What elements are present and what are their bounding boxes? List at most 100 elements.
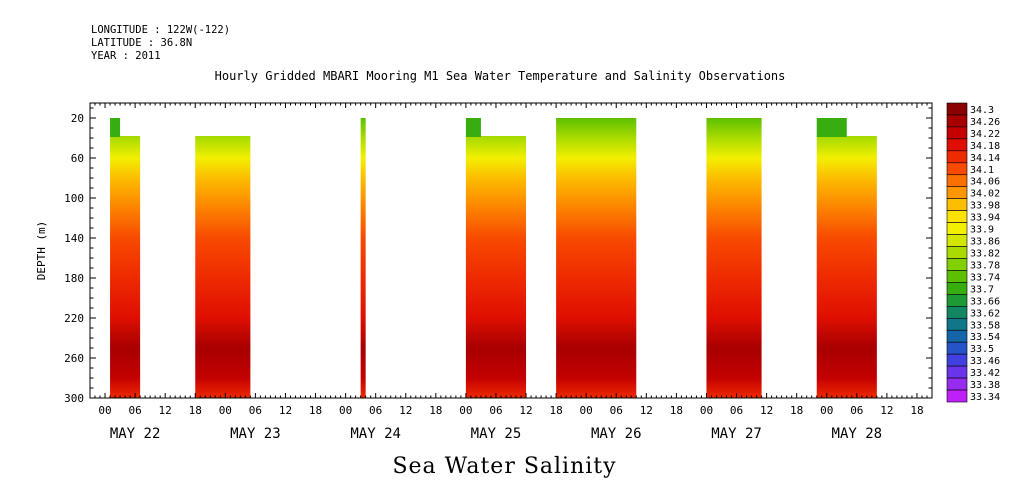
colorbar-swatch — [946, 389, 968, 403]
x-hour-label: 06 — [369, 404, 382, 417]
x-hour-label: 12 — [640, 404, 653, 417]
x-hour-label: 12 — [880, 404, 893, 417]
colorbar-swatch — [946, 317, 968, 331]
x-hour-label: 06 — [850, 404, 863, 417]
y-axis-label: DEPTH (m) — [35, 221, 48, 281]
colorbar-label: 34.18 — [970, 141, 1000, 152]
y-tick-label: 100 — [64, 192, 84, 205]
colorbar-label: 33.62 — [970, 308, 1000, 319]
colorbar-label: 33.7 — [970, 284, 994, 295]
colorbar-label: 34.1 — [970, 165, 994, 176]
colorbar-label: 33.78 — [970, 260, 1000, 271]
x-hour-label: 18 — [189, 404, 202, 417]
x-axis: 00 06 12 18 00 06 12 18 00 06 12 18 00 06 12 18 00 06 12 18… — [89, 103, 933, 442]
segment-top-mask — [359, 103, 367, 118]
colorbar-label: 33.54 — [970, 332, 1000, 343]
x-hour-label: 18 — [309, 404, 322, 417]
colorbar-label: 33.5 — [970, 344, 994, 355]
x-hour-label: 12 — [279, 404, 292, 417]
x-hour-label: 00 — [219, 404, 232, 417]
colorbar-label: 33.82 — [970, 249, 1000, 260]
y-tick-label: 20 — [71, 112, 84, 125]
colorbar-label: 33.38 — [970, 380, 1000, 391]
chart-title: Hourly Gridded MBARI Mooring M1 Sea Wate… — [214, 69, 786, 83]
x-hour-label: 00 — [459, 404, 472, 417]
colorbar-label: 33.94 — [970, 213, 1000, 224]
colorbar-label: 33.86 — [970, 237, 1000, 248]
x-day-label: MAY 27 — [711, 426, 762, 442]
x-hour-label: 00 — [98, 404, 111, 417]
x-day-label: MAY 22 — [110, 426, 161, 442]
x-hour-label: 18 — [910, 404, 923, 417]
colorbar-swatch — [946, 150, 968, 164]
data-segment-cap — [465, 118, 481, 137]
colorbar-swatch — [946, 258, 968, 271]
x-hour-label: 06 — [489, 404, 502, 417]
data-segment-cap — [816, 118, 847, 137]
segment-top-mask — [194, 103, 252, 136]
colorbar-label: 33.98 — [970, 201, 1000, 212]
colorbar-label: 33.46 — [970, 356, 1000, 367]
colorbar-label: 33.66 — [970, 296, 1000, 307]
data-segment-cap — [110, 118, 121, 137]
x-day-label: MAY 24 — [350, 426, 401, 442]
y-tick-label: 60 — [71, 152, 84, 165]
x-hour-label: 18 — [549, 404, 562, 417]
x-day-label: MAY 25 — [471, 426, 522, 442]
colorbar-swatch — [946, 365, 968, 379]
colorbar-swatch — [946, 234, 968, 247]
y-tick-label: 260 — [64, 352, 84, 365]
x-hour-label: 12 — [399, 404, 412, 417]
colorbar-label: 33.9 — [970, 225, 994, 236]
colorbar-swatch — [946, 306, 968, 319]
x-hour-label: 12 — [159, 404, 172, 417]
data-segment-6 — [706, 103, 762, 398]
colorbar: 34.334.2634.2234.1834.1434.134.0634.0233… — [946, 102, 1000, 403]
colorbar-label: 34.3 — [970, 105, 994, 116]
data-segment-3 — [360, 103, 366, 398]
colorbar-swatch — [946, 222, 968, 235]
colorbar-swatch — [946, 282, 968, 295]
x-hour-label: 06 — [730, 404, 743, 417]
variable-title: Sea Water Salinity — [392, 454, 617, 479]
data-segment-4 — [465, 103, 527, 398]
y-tick-label: 180 — [64, 272, 84, 285]
x-hour-label: 18 — [670, 404, 683, 417]
colorbar-swatch — [946, 198, 968, 211]
longitude-label: LONGITUDE : 122W(-122) — [91, 24, 231, 36]
x-hour-label: 06 — [128, 404, 141, 417]
colorbar-swatch — [946, 270, 968, 283]
x-hour-label: 00 — [580, 404, 593, 417]
x-hour-label: 06 — [249, 404, 262, 417]
x-hour-label: 00 — [339, 404, 352, 417]
data-segment-1 — [110, 103, 141, 398]
colorbar-swatch — [946, 294, 968, 307]
data-segment-7 — [816, 103, 877, 398]
x-day-label: MAY 26 — [591, 426, 642, 442]
colorbar-label: 33.58 — [970, 320, 1000, 331]
x-hour-label: 18 — [429, 404, 442, 417]
data-top-mask — [109, 103, 878, 136]
colorbar-label: 34.26 — [970, 117, 1000, 128]
colorbar-label: 33.74 — [970, 272, 1000, 283]
y-tick-label: 140 — [64, 232, 84, 245]
colorbar-swatch — [946, 102, 968, 116]
x-hour-label: 00 — [700, 404, 713, 417]
colorbar-label: 34.22 — [970, 129, 1000, 140]
x-hour-label: 06 — [610, 404, 623, 417]
colorbar-label: 33.34 — [970, 392, 1000, 403]
data-segment-2 — [195, 103, 251, 398]
x-hour-label: 12 — [519, 404, 532, 417]
x-hour-label: 12 — [760, 404, 773, 417]
y-tick-label: 300 — [64, 392, 84, 405]
colorbar-label: 34.02 — [970, 189, 1000, 200]
colorbar-swatch — [946, 174, 968, 188]
x-hour-label: 00 — [820, 404, 833, 417]
colorbar-label: 34.14 — [970, 153, 1000, 164]
colorbar-swatch — [946, 186, 968, 199]
colorbar-swatch — [946, 353, 968, 367]
colorbar-swatch — [946, 126, 968, 140]
x-day-label: MAY 23 — [230, 426, 281, 442]
y-axis: 20 60 100 140 180 220 260 300 — [64, 107, 932, 405]
